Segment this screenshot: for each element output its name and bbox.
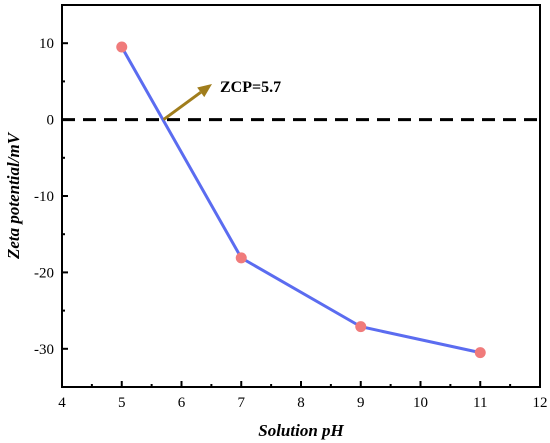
series-layer (116, 41, 486, 359)
ticks-layer: 4 5 6 7 8 9 10 11 12 -30 -20 -10 0 10 (34, 4, 548, 411)
zcp-annotation: ZCP=5.7 (220, 79, 281, 96)
x-tick-label: 10 (413, 395, 428, 411)
y-tick-label: -30 (34, 342, 54, 358)
y-tick-label: -10 (34, 189, 54, 205)
y-tick-label: -20 (34, 265, 54, 281)
y-tick-label: 0 (47, 113, 55, 129)
x-tick-label: 9 (357, 395, 365, 411)
x-tick-label: 6 (178, 395, 186, 411)
plot-frame (61, 4, 541, 388)
x-tick-label: 7 (238, 395, 246, 411)
series-line (120, 46, 481, 355)
x-tick-label: 4 (58, 395, 66, 411)
x-tick-label: 5 (118, 395, 126, 411)
x-tick-label: 12 (533, 395, 548, 411)
data-point (116, 41, 128, 53)
zcp-arrow-head (197, 84, 212, 98)
y-axis-title: Zeta potential/mV (4, 131, 23, 260)
y-tick-label: 10 (39, 36, 54, 52)
data-point (474, 347, 486, 359)
data-point (355, 321, 367, 333)
data-point (235, 252, 247, 264)
x-axis-title: Solution pH (258, 421, 344, 440)
x-tick-label: 8 (297, 395, 305, 411)
x-tick-label: 11 (473, 395, 487, 411)
annotation-layer: ZCP=5.7 (162, 79, 281, 121)
zcp-arrow-shaft (162, 91, 202, 121)
